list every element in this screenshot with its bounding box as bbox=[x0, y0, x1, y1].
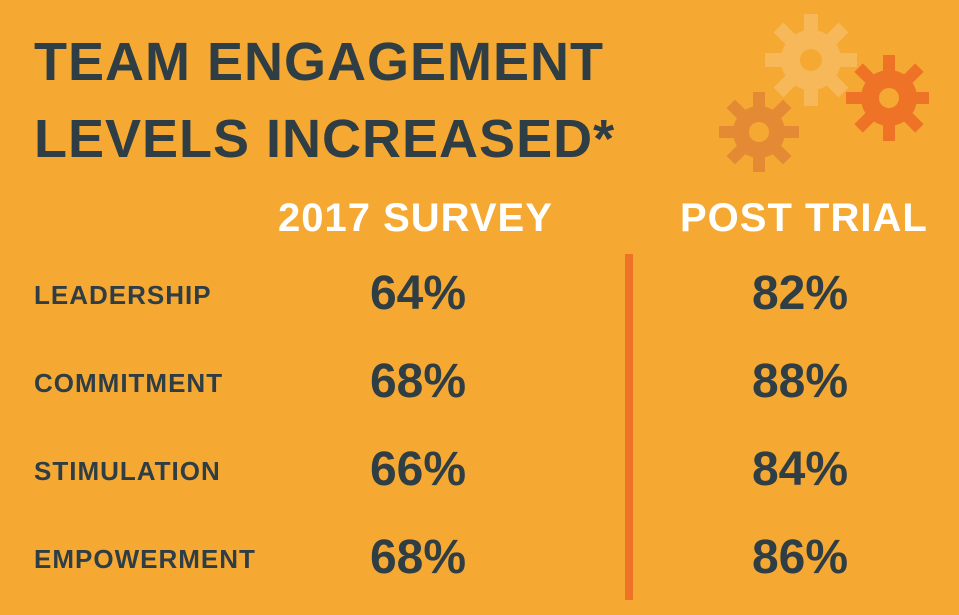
value-before: 68% bbox=[338, 354, 498, 409]
value-after: 86% bbox=[720, 530, 880, 585]
table-row: EMPOWERMENT 68% 86% bbox=[0, 526, 959, 614]
table-row: STIMULATION 66% 84% bbox=[0, 438, 959, 526]
column-header-before: 2017 SURVEY bbox=[278, 196, 553, 241]
title-line-1: TEAM ENGAGEMENT bbox=[34, 32, 604, 92]
row-label: STIMULATION bbox=[34, 456, 221, 487]
table-row: LEADERSHIP 64% 82% bbox=[0, 262, 959, 350]
row-label: LEADERSHIP bbox=[34, 280, 212, 311]
value-before: 64% bbox=[338, 266, 498, 321]
gears-icon bbox=[699, 12, 929, 182]
column-header-after: POST TRIAL bbox=[680, 196, 928, 241]
row-label: EMPOWERMENT bbox=[34, 544, 256, 575]
title-line-2: LEVELS INCREASED bbox=[34, 109, 593, 169]
value-before: 66% bbox=[338, 442, 498, 497]
column-headers: 2017 SURVEY POST TRIAL bbox=[0, 196, 959, 252]
value-after: 88% bbox=[720, 354, 880, 409]
value-before: 68% bbox=[338, 530, 498, 585]
table-row: COMMITMENT 68% 88% bbox=[0, 350, 959, 438]
value-after: 84% bbox=[720, 442, 880, 497]
title-asterisk: * bbox=[593, 109, 615, 169]
data-rows: LEADERSHIP 64% 82% COMMITMENT 68% 88% ST… bbox=[0, 262, 959, 614]
row-label: COMMITMENT bbox=[34, 368, 223, 399]
page-title: TEAM ENGAGEMENT LEVELS INCREASED* bbox=[34, 24, 615, 177]
value-after: 82% bbox=[720, 266, 880, 321]
